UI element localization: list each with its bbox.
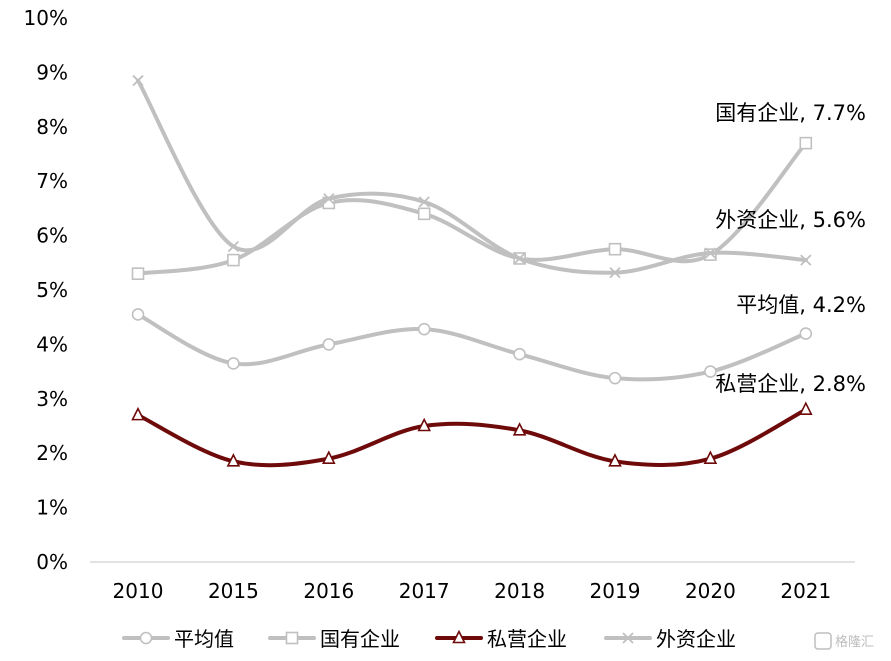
watermark-text: 格隆汇	[835, 634, 874, 650]
plot-area	[131, 74, 813, 468]
x-tick-label: 2017	[399, 579, 450, 603]
x-tick-label: 2020	[685, 579, 736, 603]
data-point-private	[512, 422, 527, 436]
annotation-avg: 平均值, 4.2%	[736, 293, 866, 317]
y-tick-label: 2%	[36, 441, 68, 465]
data-point-private	[322, 450, 336, 464]
data-point-foreign	[418, 196, 430, 208]
legend-marker-private	[452, 629, 466, 644]
y-tick-label: 5%	[36, 278, 68, 302]
data-point-soe	[417, 207, 431, 221]
annotation-private: 私营企业, 2.8%	[715, 372, 866, 396]
data-point-foreign	[609, 266, 621, 279]
y-axis: 0% 1% 2% 3% 4% 5% 6% 7% 8% 9% 10%	[24, 6, 68, 574]
data-point-private	[226, 453, 241, 467]
series-line-private	[136, 407, 808, 468]
annotation-soe: 国有企业, 7.7%	[715, 101, 866, 125]
data-point-avg	[131, 308, 145, 321]
legend: 平均值 国有企业 私营企业 外资企业	[122, 627, 736, 651]
legend-marker-soe	[285, 631, 299, 645]
x-tick-label: 2018	[494, 579, 545, 603]
data-point-avg	[322, 338, 336, 351]
data-point-foreign	[227, 240, 240, 253]
legend-item-private: 私营企业	[435, 627, 567, 651]
data-point-soe	[131, 267, 145, 280]
legend-label-soe: 国有企业	[320, 627, 400, 651]
x-axis: 2010 2015 2016 2017 2018 2019 2020 2021	[113, 579, 832, 603]
x-tick-label: 2010	[113, 579, 164, 603]
y-tick-label: 3%	[36, 387, 68, 411]
data-point-avg	[608, 371, 622, 385]
series-private	[131, 401, 813, 468]
data-point-foreign	[704, 247, 717, 259]
watermark-icon	[814, 632, 832, 650]
data-point-private	[608, 453, 622, 467]
y-tick-label: 10%	[24, 6, 68, 30]
data-point-soe	[799, 136, 813, 150]
x-tick-label: 2016	[303, 579, 354, 603]
legend-label-avg: 平均值	[174, 627, 234, 651]
legend-marker-foreign	[622, 632, 634, 644]
series-avg	[131, 308, 813, 385]
data-point-private	[799, 401, 813, 415]
y-tick-label: 6%	[36, 224, 68, 248]
legend-label-foreign: 外资企业	[656, 627, 736, 651]
data-point-avg	[704, 365, 717, 378]
data-point-avg	[799, 327, 813, 340]
y-tick-label: 0%	[36, 550, 68, 574]
data-point-soe	[608, 242, 622, 256]
series-line-foreign	[136, 78, 808, 275]
x-tick-label: 2015	[208, 579, 259, 603]
y-tick-label: 1%	[36, 496, 68, 520]
x-tick-label: 2019	[590, 579, 641, 603]
legend-item-avg: 平均值	[122, 627, 234, 651]
y-tick-label: 9%	[36, 60, 68, 84]
data-point-avg	[417, 322, 431, 336]
data-point-private	[131, 406, 145, 421]
data-point-private	[703, 450, 718, 464]
y-tick-label: 7%	[36, 169, 68, 193]
data-point-avg	[227, 357, 240, 370]
legend-item-foreign: 外资企业	[604, 627, 736, 651]
data-point-foreign	[323, 192, 335, 205]
legend-label-private: 私营企业	[487, 627, 567, 651]
series-foreign	[132, 74, 812, 279]
data-point-foreign	[132, 74, 144, 87]
legend-item-soe: 国有企业	[268, 627, 400, 651]
series-soe	[131, 136, 813, 280]
end-labels: 平均值, 4.2% 国有企业, 7.7% 私营企业, 2.8% 外资企业, 5.6%	[715, 101, 866, 396]
data-point-private	[417, 417, 431, 432]
data-point-foreign	[513, 252, 526, 265]
y-tick-label: 8%	[36, 115, 68, 139]
annotation-foreign: 外资企业, 5.6%	[715, 208, 866, 232]
y-tick-label: 4%	[36, 332, 68, 356]
data-point-avg	[513, 347, 526, 361]
data-point-soe	[227, 253, 240, 267]
data-point-foreign	[800, 254, 812, 266]
x-tick-label: 2021	[780, 579, 831, 603]
legend-marker-avg	[139, 631, 153, 645]
watermark: 格隆汇	[814, 632, 874, 650]
